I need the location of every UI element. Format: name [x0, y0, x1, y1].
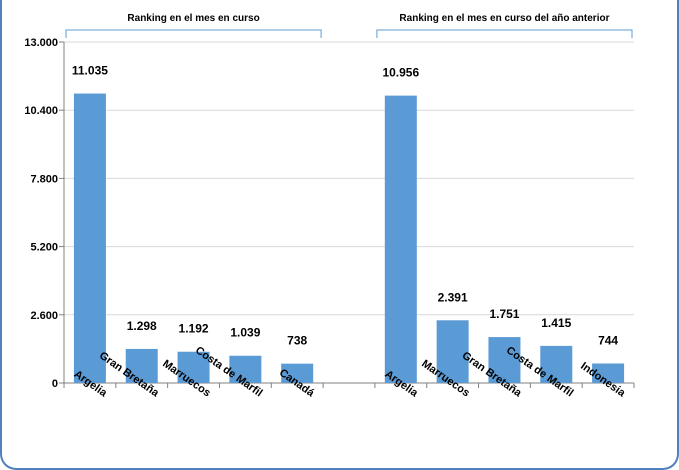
- data-label: 10.956: [382, 66, 419, 80]
- group-bracket: [376, 29, 633, 38]
- y-tick-label: 2.600: [30, 310, 58, 322]
- bar: [229, 355, 262, 383]
- data-label: 738: [287, 334, 307, 348]
- group-bracket: [65, 29, 322, 38]
- group-title: Ranking en el mes en curso del año anter…: [399, 13, 609, 24]
- data-label: 11.035: [72, 64, 108, 78]
- y-tick-label: 10.400: [24, 105, 58, 117]
- y-tick-label: 5.200: [30, 242, 58, 254]
- y-tick-label: 13.000: [24, 37, 58, 49]
- bar: [436, 320, 469, 383]
- bar: [592, 363, 625, 383]
- data-label: 744: [598, 333, 618, 347]
- data-label: 1.039: [230, 326, 260, 340]
- y-tick-label: 7.800: [30, 173, 58, 185]
- bar: [540, 345, 573, 383]
- bar: [177, 351, 210, 383]
- bar: [125, 348, 158, 383]
- data-label: 2.391: [438, 290, 468, 304]
- y-tick-label: 0: [52, 378, 58, 390]
- data-label: 1.415: [541, 316, 571, 330]
- bar: [281, 363, 314, 383]
- data-label: 1.298: [127, 319, 157, 333]
- bar: [488, 337, 521, 383]
- bar: [73, 93, 106, 384]
- group-title: Ranking en el mes en curso: [127, 13, 259, 24]
- data-label: 1.751: [489, 307, 519, 321]
- bar: [384, 95, 417, 383]
- data-label: 1.192: [179, 322, 209, 336]
